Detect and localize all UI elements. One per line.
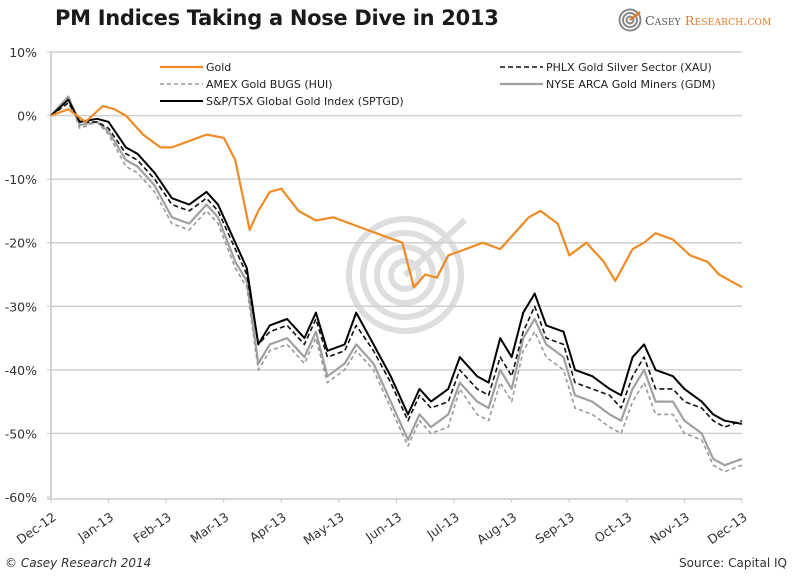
legend-label: PHLX Gold Silver Sector (XAU) bbox=[546, 61, 712, 74]
copyright-note: © Casey Research 2014 bbox=[5, 556, 152, 570]
x-tick-label: Apr-13 bbox=[247, 509, 289, 545]
watermark-ring bbox=[388, 258, 422, 292]
logo-text: Casey Research.com bbox=[645, 13, 772, 28]
series-line-xau bbox=[50, 102, 743, 428]
logo-text-casey: Casey bbox=[645, 12, 685, 28]
x-tick-label: Dec-13 bbox=[705, 509, 750, 547]
series-line-sptgd bbox=[50, 98, 743, 425]
y-axis-ticks: 10% 0% -10% -20% -30% -40% -50% -60% bbox=[5, 45, 51, 505]
source-note: Source: Capital IQ bbox=[679, 556, 787, 570]
watermark-ring bbox=[346, 216, 464, 334]
x-tick-label: Mar-13 bbox=[187, 509, 231, 546]
y-tick-label: -40% bbox=[5, 363, 37, 378]
legend-item-gold: Gold bbox=[160, 61, 231, 74]
legend: Gold AMEX Gold BUGS (HUI) S&P/TSX Global G… bbox=[160, 61, 716, 108]
watermark-ring bbox=[360, 230, 450, 320]
legend-item-hui: AMEX Gold BUGS (HUI) bbox=[160, 78, 333, 91]
legend-label: AMEX Gold BUGS (HUI) bbox=[206, 78, 333, 91]
logo-text-com: .com bbox=[743, 12, 772, 28]
watermark-spiral-icon bbox=[346, 216, 468, 334]
watermark-ring bbox=[374, 244, 436, 306]
legend-label: Gold bbox=[206, 61, 231, 74]
y-tick-label: 10% bbox=[9, 45, 37, 60]
legend-label: S&P/TSX Global Gold Index (SPTGD) bbox=[206, 95, 404, 108]
x-tick-label: Jul-13 bbox=[423, 509, 462, 542]
legend-item-xau: PHLX Gold Silver Sector (XAU) bbox=[500, 61, 712, 74]
series-lines bbox=[50, 95, 743, 473]
chart-title: PM Indices Taking a Nose Dive in 2013 bbox=[55, 6, 499, 30]
x-tick-label: Aug-13 bbox=[474, 509, 519, 547]
watermark-arrow bbox=[402, 217, 468, 278]
x-tick-label: Feb-13 bbox=[130, 509, 173, 546]
legend-item-gdm: NYSE ARCA Gold Miners (GDM) bbox=[500, 78, 716, 91]
series-line-hui bbox=[50, 95, 743, 473]
y-tick-label: -50% bbox=[5, 426, 37, 441]
x-tick-label: Oct-13 bbox=[592, 509, 635, 545]
x-tick-label: Nov-13 bbox=[647, 509, 692, 547]
x-tick-label: May-13 bbox=[300, 509, 346, 548]
logo-text-research: Research bbox=[684, 12, 744, 28]
x-tick-label: Jan-13 bbox=[74, 509, 116, 545]
x-axis-ticks: Dec-12 Jan-13 Feb-13 Mar-13 Apr-13 May-13 Jun-… bbox=[14, 499, 750, 548]
spiral-logo-icon bbox=[618, 8, 642, 32]
gridlines bbox=[51, 51, 742, 435]
axes bbox=[47, 52, 742, 500]
casey-research-logo: Casey Research.com bbox=[618, 8, 772, 32]
legend-item-sptgd: S&P/TSX Global Gold Index (SPTGD) bbox=[160, 95, 404, 108]
x-tick-label: Jun-13 bbox=[362, 509, 404, 545]
series-line-gold bbox=[50, 104, 743, 289]
y-tick-label: -20% bbox=[5, 236, 37, 251]
x-tick-label: Sep-13 bbox=[532, 509, 577, 547]
x-tick-label: Dec-12 bbox=[14, 509, 59, 547]
y-tick-label: -60% bbox=[5, 490, 37, 505]
series-line-gdm bbox=[50, 95, 743, 467]
y-tick-label: -10% bbox=[5, 172, 37, 187]
y-tick-label: 0% bbox=[17, 109, 37, 124]
legend-label: NYSE ARCA Gold Miners (GDM) bbox=[546, 78, 716, 91]
y-tick-label: -30% bbox=[5, 299, 37, 314]
